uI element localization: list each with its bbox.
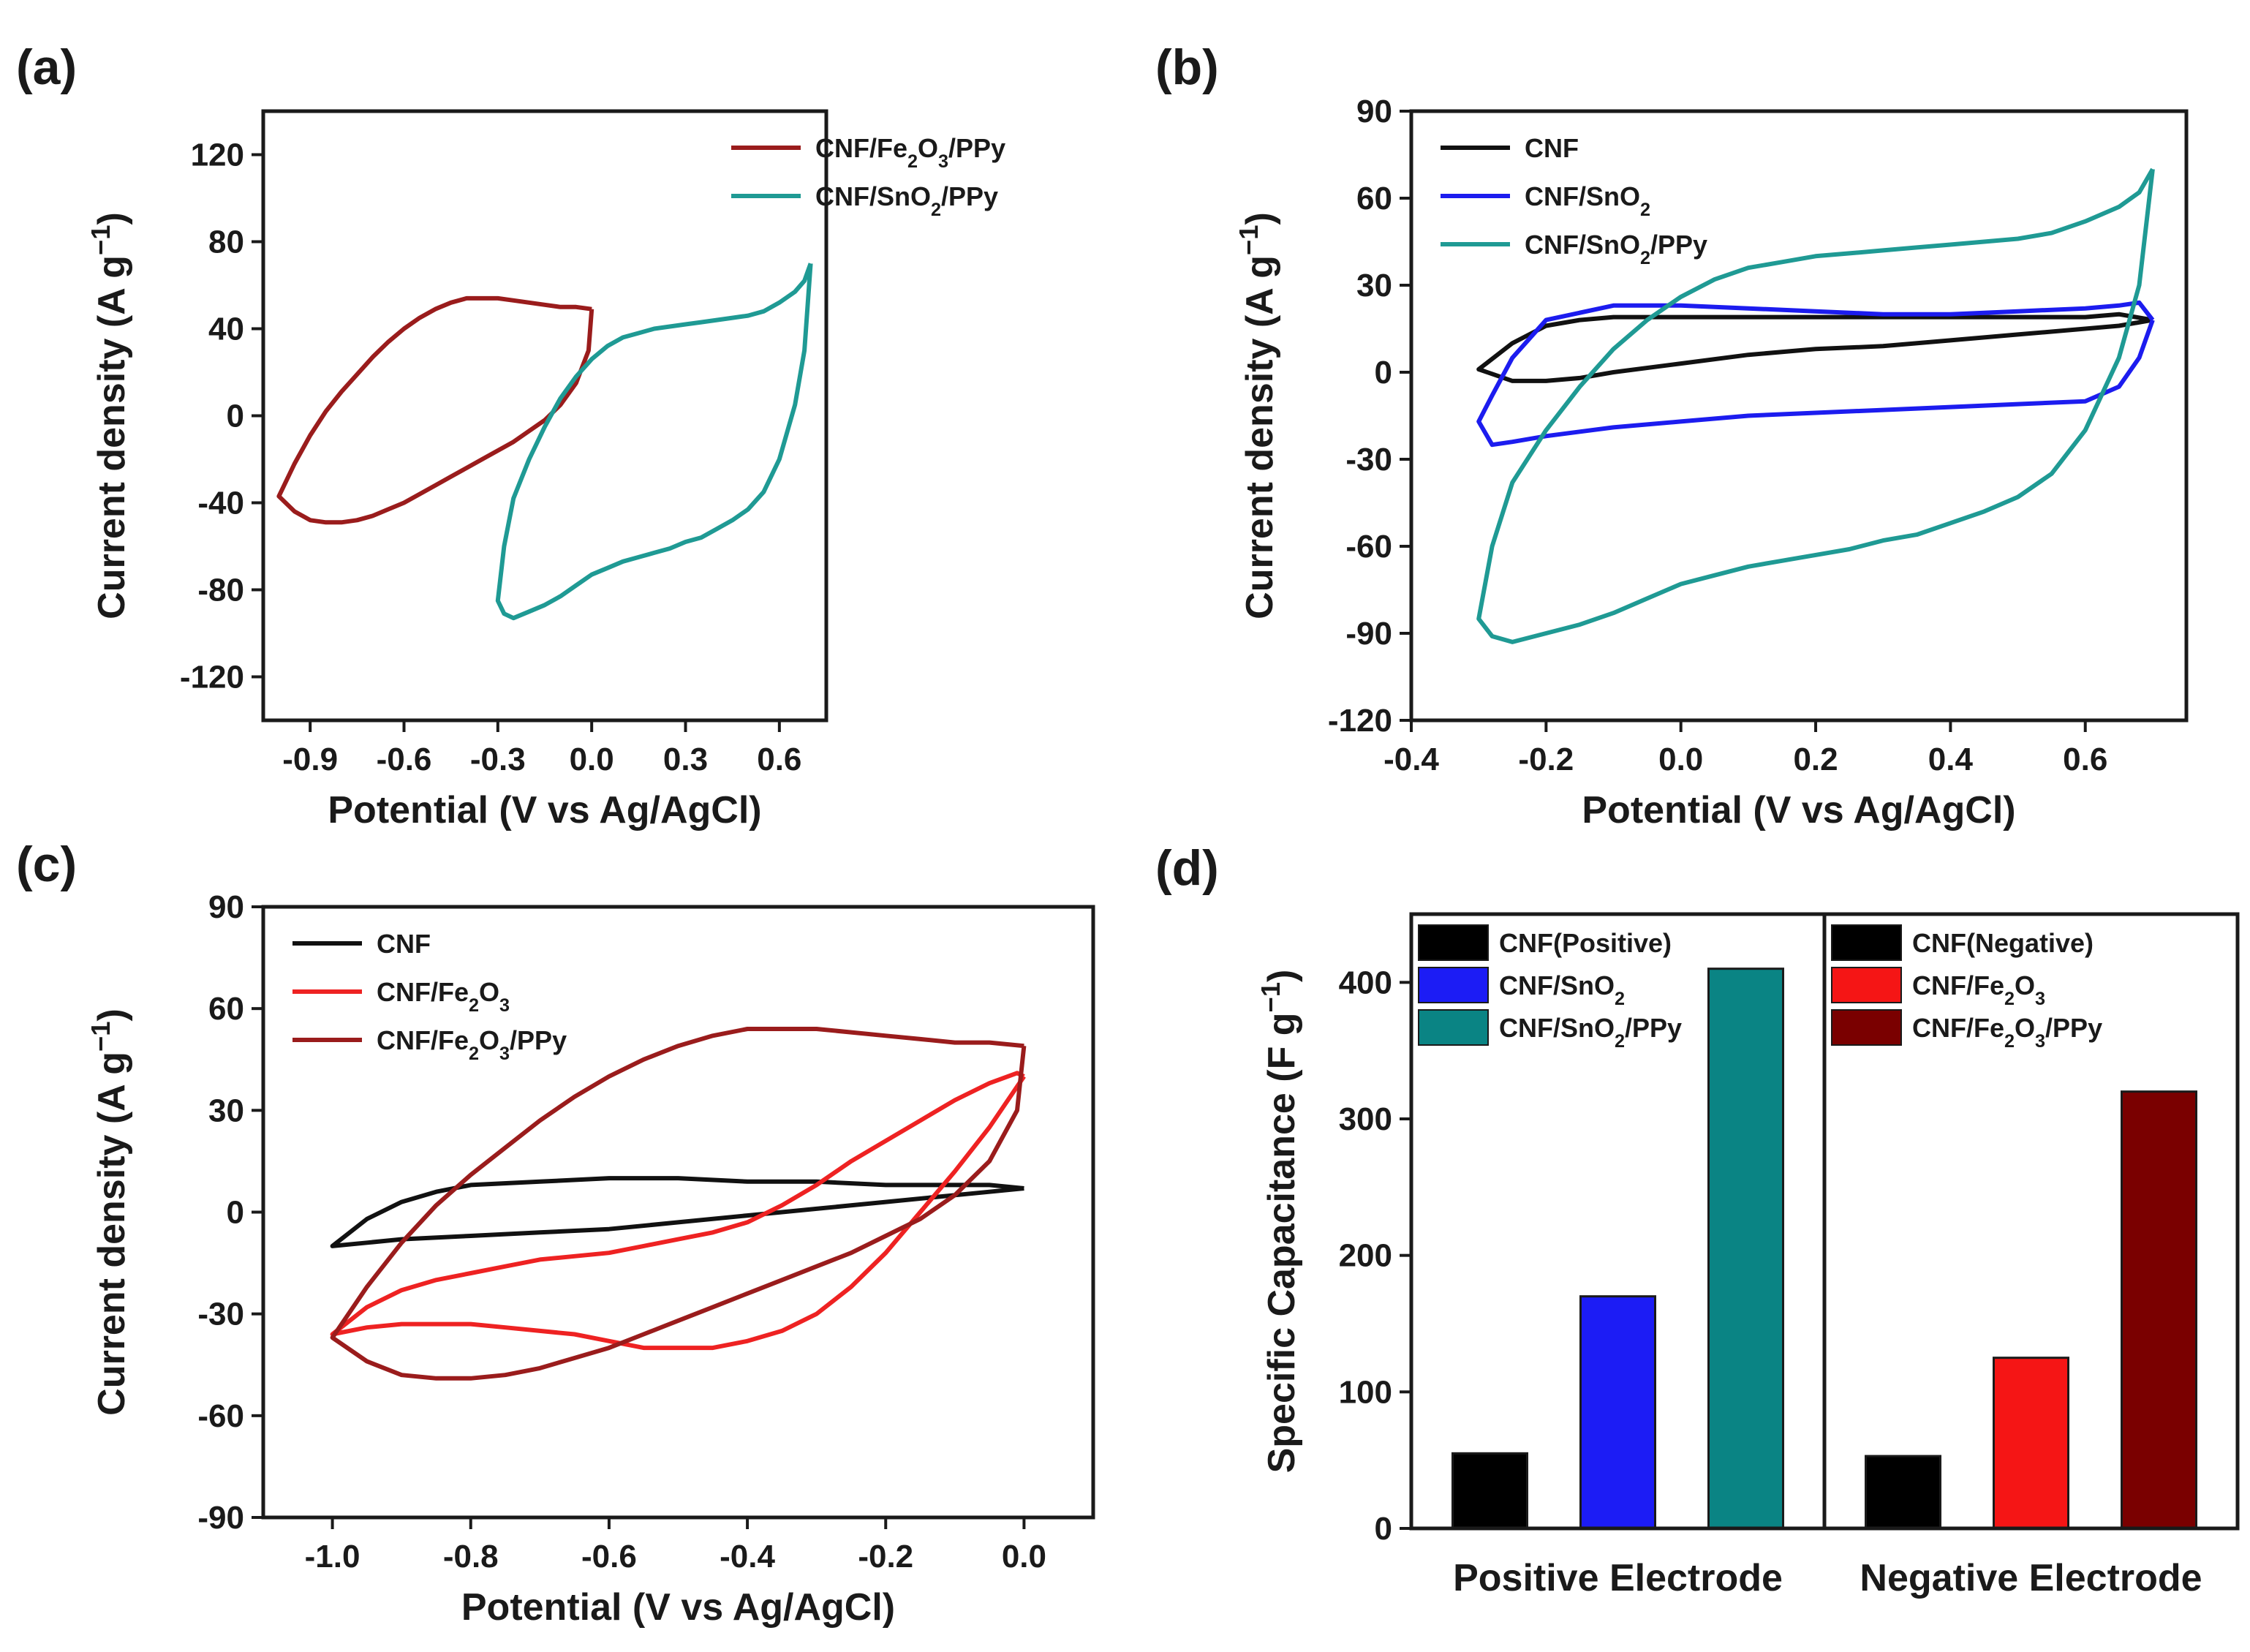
- x-tick-label: 0.6: [2063, 742, 2107, 777]
- y-tick-label: 30: [208, 1093, 244, 1128]
- legend-label: CNF/Fe2O3: [377, 977, 510, 1016]
- y-tick-label: 40: [208, 312, 244, 347]
- panel-a: (a) -0.9 -0.6 -0.3 0.0 0.3 0.6 120 80 40 0 -40 -80 -1…: [16, 39, 1005, 831]
- y-axis-label: Current density (A g−1): [1234, 212, 1282, 619]
- series-line-cnf-sno2: [1476, 300, 2155, 448]
- category-label: Positive Electrode: [1453, 1557, 1783, 1599]
- category-label: Negative Electrode: [1860, 1557, 2202, 1599]
- legend-label: CNF/SnO2/PPy: [1499, 1013, 1682, 1052]
- y-tick-label: 300: [1339, 1101, 1392, 1137]
- legend-swatch: [1831, 924, 1902, 961]
- y-tick-label: -90: [1345, 616, 1392, 652]
- legend-label: CNF: [1525, 133, 1579, 163]
- legend-label: CNF/Fe2O3/PPy: [377, 1025, 567, 1064]
- y-tick-label: 30: [1356, 268, 1392, 303]
- legend-label: CNF(Positive): [1499, 928, 1672, 958]
- y-axis-label: Current density (A g−1): [86, 212, 134, 619]
- bar-cnf-sno2-ppy: [1707, 968, 1784, 1530]
- x-tick-label: 0.3: [663, 742, 708, 777]
- x-tick-label: 0.0: [1658, 742, 1703, 777]
- panel-label: (a): [16, 39, 77, 95]
- legend-label: CNF/SnO2/PPy: [815, 181, 998, 220]
- y-tick-label: 0: [227, 399, 244, 434]
- y-tick-label: -30: [197, 1297, 244, 1332]
- y-tick-label: 0: [1375, 355, 1392, 391]
- panel-d: (d) Positive Electrode Negative Electrode 0…: [1155, 840, 2240, 1599]
- x-tick-label: -0.3: [470, 742, 526, 777]
- y-tick-label: -90: [197, 1500, 244, 1536]
- x-tick-label: 0.2: [1793, 742, 1838, 777]
- y-axis-label: Current density (A g−1): [86, 1008, 134, 1416]
- x-tick-label: -1.0: [305, 1539, 360, 1574]
- legend-swatch: [1418, 924, 1489, 961]
- y-tick-label: -120: [1328, 703, 1392, 739]
- y-tick-label: 400: [1339, 965, 1392, 1000]
- y-tick-label: 120: [191, 137, 244, 173]
- panel-label: (b): [1155, 39, 1219, 95]
- x-tick-label: -0.4: [720, 1539, 775, 1574]
- y-tick-label: -80: [197, 573, 244, 608]
- y-axis-label: Specific Capacitance (F g−1): [1256, 970, 1304, 1474]
- y-tick-label: 100: [1339, 1374, 1392, 1410]
- panel-label: (d): [1155, 840, 1219, 896]
- x-tick-label: 0.0: [1002, 1539, 1046, 1574]
- series-line-cnf-sno2-ppy: [1476, 167, 2155, 644]
- legend-swatch: [1418, 967, 1489, 1003]
- x-tick-label: -0.9: [282, 742, 338, 777]
- y-tick-label: -120: [180, 660, 244, 695]
- legend-label: CNF/Fe2O3/PPy: [1912, 1013, 2102, 1052]
- plot-frame: [1409, 109, 2189, 723]
- x-tick-label: -0.2: [1518, 742, 1574, 777]
- x-tick-label: -0.6: [377, 742, 432, 777]
- bar-cnf-sno2: [1579, 1295, 1656, 1530]
- series-line-cnf-sno2-ppy: [495, 263, 813, 621]
- legend-label: CNF/Fe2O3/PPy: [815, 133, 1005, 172]
- y-tick-label: 0: [1375, 1511, 1392, 1547]
- bar-cnf-positive-: [1451, 1452, 1528, 1530]
- legend-swatch: [1831, 967, 1902, 1003]
- series-line-cnf-fe2o3-ppy: [330, 1027, 1027, 1381]
- panel-b: (b) -0.4 -0.2 0.0 0.2 0.4 0.6 90 60 30 0 -30 -60 -90 -…: [1155, 39, 2189, 831]
- x-axis-label: Potential (V vs Ag/AgCl): [328, 789, 761, 831]
- series-line-cnf: [330, 1176, 1024, 1248]
- x-tick-label: 0.6: [757, 742, 801, 777]
- y-tick-label: 90: [208, 889, 244, 925]
- y-tick-label: 60: [208, 991, 244, 1027]
- legend-swatch: [1831, 1009, 1902, 1046]
- x-tick-label: -0.4: [1383, 742, 1439, 777]
- legend-label: CNF/Fe2O3: [1912, 970, 2045, 1009]
- bar-cnf-fe2o3: [1993, 1357, 2069, 1530]
- y-tick-label: -60: [197, 1398, 244, 1434]
- series-line-cnf-fe2o3-ppy: [276, 295, 594, 525]
- panel-label: (c): [16, 837, 77, 892]
- x-tick-label: -0.8: [443, 1539, 499, 1574]
- y-tick-label: -30: [1345, 442, 1392, 478]
- x-tick-label: -0.2: [858, 1539, 913, 1574]
- panel-c: (c) -1.0 -0.8 -0.6 -0.4 -0.2 0.0 90 60 30 0 -30 -60 -…: [16, 837, 1095, 1629]
- legend-label: CNF: [377, 929, 431, 959]
- y-tick-label: 80: [208, 225, 244, 260]
- bar-cnf-negative-: [1865, 1455, 1941, 1530]
- series-line-cnf-fe2o3: [330, 1071, 1026, 1351]
- legend-label: CNF(Negative): [1912, 928, 2094, 958]
- x-tick-label: 0.4: [1928, 742, 1974, 777]
- y-tick-label: 0: [227, 1195, 244, 1231]
- x-axis-label: Potential (V vs Ag/AgCl): [1582, 789, 2015, 831]
- series-line-cnf: [1476, 312, 2153, 383]
- legend-label: CNF/SnO2/PPy: [1525, 230, 1707, 268]
- y-tick-label: -60: [1345, 529, 1392, 565]
- bar-cnf-fe2o3-ppy: [2121, 1090, 2197, 1530]
- plot-frame: [261, 109, 828, 723]
- x-tick-label: -0.6: [581, 1539, 637, 1574]
- y-tick-label: 200: [1339, 1238, 1392, 1274]
- legend-label: CNF/SnO2: [1525, 181, 1650, 220]
- legend-swatch: [1418, 1009, 1489, 1046]
- y-tick-label: 60: [1356, 181, 1392, 216]
- y-tick-label: 90: [1356, 94, 1392, 129]
- legend-label: CNF/SnO2: [1499, 970, 1625, 1009]
- x-axis-label: Potential (V vs Ag/AgCl): [461, 1586, 895, 1629]
- x-tick-label: 0.0: [570, 742, 614, 777]
- y-tick-label: -40: [197, 486, 244, 521]
